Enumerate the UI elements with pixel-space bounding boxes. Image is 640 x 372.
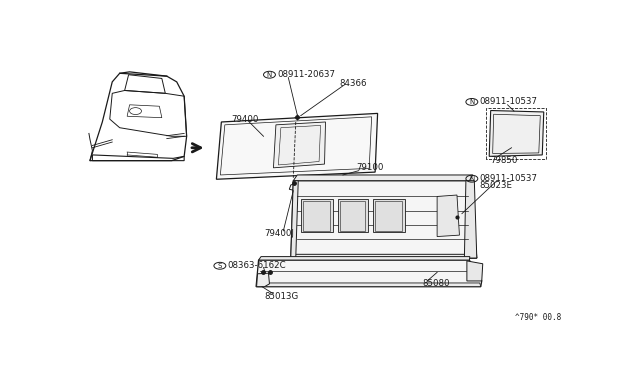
Polygon shape: [216, 113, 378, 179]
Text: S: S: [218, 263, 222, 269]
Text: 08911-10537: 08911-10537: [480, 174, 538, 183]
Text: 85013G: 85013G: [264, 292, 299, 301]
Text: 84366: 84366: [339, 79, 367, 88]
Polygon shape: [465, 181, 477, 258]
Polygon shape: [437, 195, 460, 237]
Polygon shape: [301, 199, 333, 232]
Polygon shape: [259, 257, 470, 260]
Text: 79400: 79400: [231, 115, 259, 124]
Polygon shape: [338, 199, 367, 232]
Polygon shape: [489, 110, 544, 156]
Text: 79100: 79100: [356, 163, 384, 172]
Text: 79850: 79850: [491, 155, 518, 164]
Text: 08911-20637: 08911-20637: [277, 70, 335, 79]
Polygon shape: [257, 273, 269, 287]
Polygon shape: [293, 175, 473, 181]
Polygon shape: [291, 254, 477, 258]
Text: 08363-6162C: 08363-6162C: [228, 261, 287, 270]
Polygon shape: [257, 283, 481, 287]
Polygon shape: [467, 261, 483, 281]
Text: 79400J: 79400J: [264, 229, 294, 238]
Text: 08911-10537: 08911-10537: [480, 97, 538, 106]
Text: ^790* 00.8: ^790* 00.8: [515, 314, 561, 323]
Text: 85080: 85080: [422, 279, 450, 288]
Text: N: N: [267, 72, 272, 78]
Polygon shape: [291, 181, 477, 258]
Polygon shape: [273, 122, 326, 168]
Polygon shape: [291, 181, 298, 258]
Text: N: N: [469, 176, 474, 182]
Polygon shape: [256, 260, 482, 287]
Polygon shape: [372, 199, 405, 232]
Text: 85023E: 85023E: [480, 181, 513, 190]
Text: N: N: [469, 99, 474, 105]
